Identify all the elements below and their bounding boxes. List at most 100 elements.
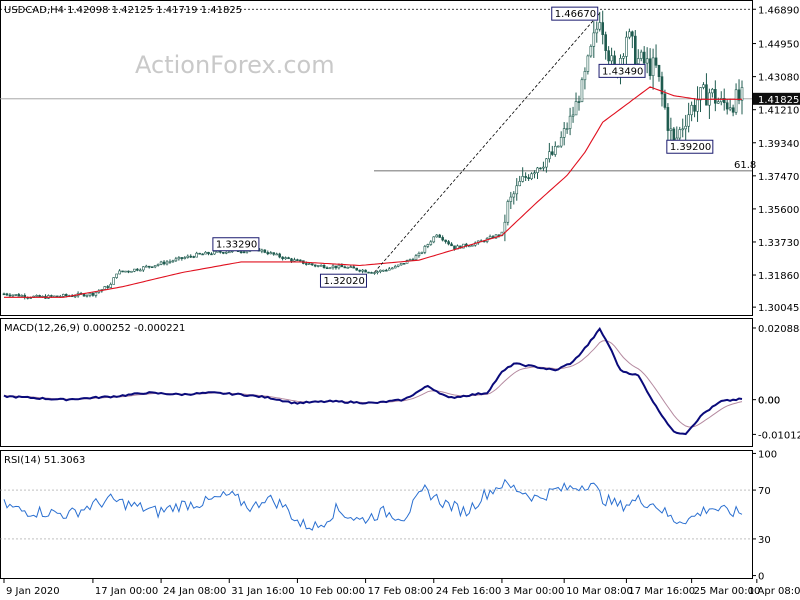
candle-body xyxy=(488,236,492,239)
candle-body xyxy=(586,55,590,72)
candle-body xyxy=(725,102,729,110)
candle-body xyxy=(50,295,53,297)
macd-signal-line xyxy=(3,340,743,428)
price-label-text: 1.39200 xyxy=(670,142,711,153)
candle-body xyxy=(242,251,246,254)
rsi-panel-frame xyxy=(0,450,753,579)
macd-legend: MACD(12,26,9) 0.000252 -0.000221 xyxy=(4,323,185,334)
candle-body xyxy=(548,151,551,160)
time-tick-label: 24 Jan 08:00 xyxy=(163,586,226,597)
candle-body xyxy=(106,286,110,288)
candle-body xyxy=(296,259,299,261)
candle-body xyxy=(349,266,353,269)
candle-body xyxy=(239,251,243,253)
candle-body xyxy=(227,251,231,254)
candle-body xyxy=(447,241,450,245)
candle-body xyxy=(527,177,530,179)
candle-body xyxy=(171,260,175,263)
candle-body xyxy=(198,252,201,255)
price-label-box xyxy=(212,237,260,252)
candle-body xyxy=(11,294,15,297)
time-tick-label: 3 Mar 00:00 xyxy=(504,586,564,597)
candle-body xyxy=(373,272,376,274)
time-tick-label: 10 Feb 00:00 xyxy=(299,586,365,597)
candle-body xyxy=(219,250,222,253)
candle-body xyxy=(509,196,513,202)
candle-body xyxy=(651,57,655,76)
candle-body xyxy=(432,236,436,243)
candle-body xyxy=(124,270,127,273)
candle-body xyxy=(142,266,145,271)
candle-body xyxy=(628,31,631,38)
candle-body xyxy=(168,261,172,263)
current-price-badge xyxy=(753,92,800,105)
macd-tick-label: -0.010121 xyxy=(758,430,800,441)
candle-body xyxy=(355,267,358,271)
candle-body xyxy=(299,259,302,262)
candle-body xyxy=(337,264,341,269)
candle-body xyxy=(565,128,569,130)
time-tick-label: 9 Jan 2020 xyxy=(6,586,60,597)
trend-line xyxy=(374,12,601,273)
candle-body xyxy=(64,294,68,297)
candle-body xyxy=(272,252,276,255)
candle-body xyxy=(156,263,160,266)
rsi-tick-label: 70 xyxy=(758,486,771,497)
candle-body xyxy=(740,87,744,101)
macd-current-label: 0.00 xyxy=(758,396,780,407)
price-axis: 1.46890 1.44950 1.43080 1.41210 1.39340 1.374… xyxy=(752,5,800,314)
candle-body xyxy=(429,241,433,245)
time-tick-label: 24 Feb 16:00 xyxy=(436,586,502,597)
price-tick-label: 1.46890 xyxy=(758,5,799,16)
candle-body xyxy=(390,267,394,270)
candle-body xyxy=(734,89,738,113)
candle-body xyxy=(94,292,98,296)
candle-body xyxy=(657,64,661,77)
current-price-label: 1.41825 xyxy=(758,95,799,106)
candle-body xyxy=(20,295,24,297)
candle-body xyxy=(666,107,670,131)
price-tick-label: 1.41210 xyxy=(758,106,799,117)
candle-body xyxy=(714,89,717,104)
candle-body xyxy=(260,249,264,252)
candle-body xyxy=(14,294,18,296)
macd-axis: 0.0208840.00-0.0101210.00 xyxy=(752,324,800,441)
price-tick-label: 1.39340 xyxy=(758,139,799,150)
candle-body xyxy=(136,268,139,271)
candle-body xyxy=(420,251,424,254)
candle-body xyxy=(162,261,166,265)
candle-body xyxy=(204,251,207,255)
candle-body xyxy=(592,32,596,47)
candle-body xyxy=(414,255,418,260)
time-tick-label: 17 Mar 16:00 xyxy=(628,586,695,597)
candle-body xyxy=(551,151,554,155)
rsi-tick-label: 100 xyxy=(758,449,777,460)
candle-body xyxy=(382,269,385,272)
candle-body xyxy=(639,51,643,59)
price-annotations: 1.46670 1.43490 1.39200 1.33290 1.32020 xyxy=(212,6,714,288)
price-tick-label: 1.35600 xyxy=(758,205,799,216)
candle-body xyxy=(631,31,634,37)
candle-body xyxy=(595,28,599,34)
price-label-text: 1.33290 xyxy=(216,240,257,251)
candle-body xyxy=(450,243,453,247)
candle-body xyxy=(583,71,587,81)
candle-body xyxy=(325,267,329,270)
candle-body xyxy=(731,107,735,113)
candle-body xyxy=(699,87,702,101)
candle-body xyxy=(589,46,593,57)
candle-body xyxy=(402,262,406,265)
candle-body xyxy=(370,272,373,274)
candle-body xyxy=(358,269,361,272)
candle-body xyxy=(524,176,527,178)
candle-body xyxy=(604,34,607,51)
candle-body xyxy=(284,257,287,260)
rsi-axis: 100 70 30 0 xyxy=(752,449,777,583)
candle-body xyxy=(109,284,112,288)
macd-lines xyxy=(3,326,743,436)
price-label-box xyxy=(598,63,646,78)
candle-body xyxy=(263,249,267,253)
candle-body xyxy=(313,264,317,267)
candle-body xyxy=(61,294,65,297)
candle-body xyxy=(2,293,6,296)
